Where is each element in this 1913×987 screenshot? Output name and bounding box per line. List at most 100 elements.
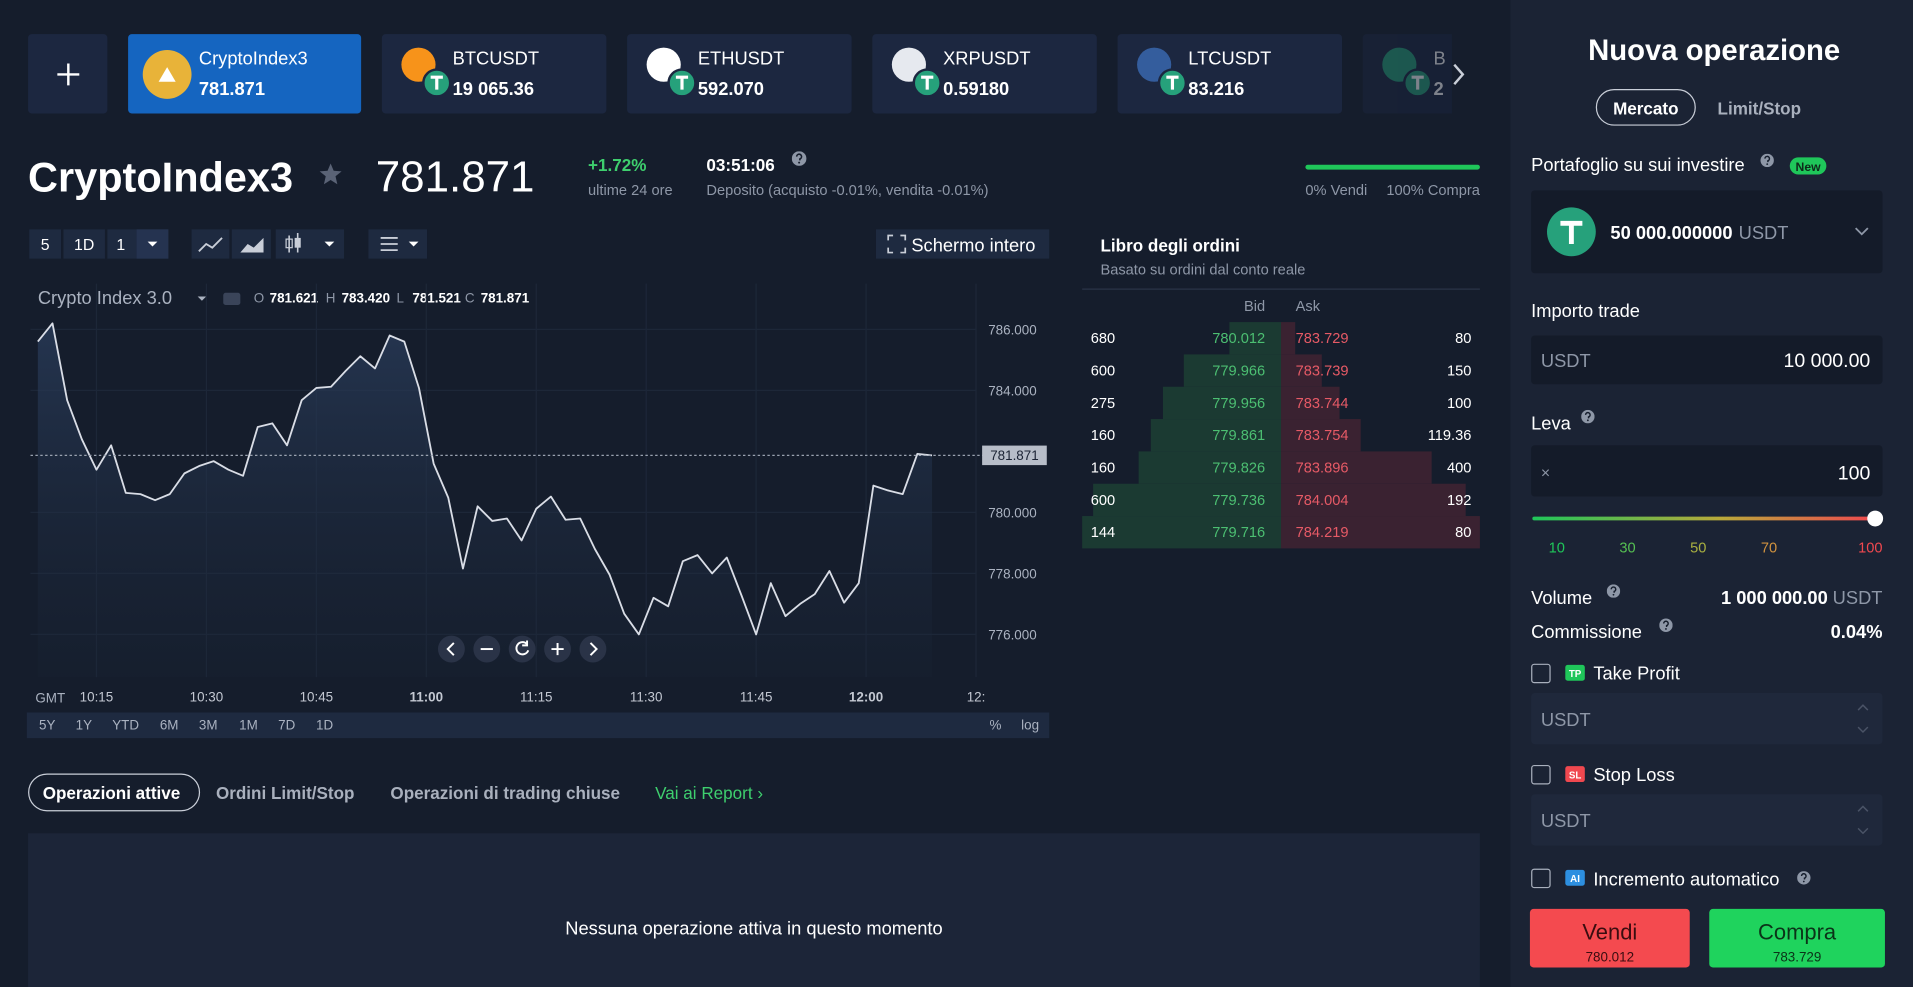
tab[interactable]: Ordini Limit/Stop [216,784,355,803]
ticker-card[interactable]: CryptoIndex3 781.871 [128,34,362,114]
volume-currency: USDT [1833,587,1883,608]
add-button[interactable] [28,34,108,114]
bid-header: Bid [1244,299,1265,315]
zoom-button[interactable] [579,635,607,663]
zoom-button[interactable] [437,635,465,663]
fullscreen-button[interactable]: Schermo intero [875,229,1050,259]
help-icon[interactable] [1581,409,1595,424]
ticker-card[interactable]: XRPUSDT 0.59180 [872,34,1097,114]
fullscreen-label: Schermo intero [911,234,1035,255]
y-tick-label: 786.000 [988,322,1036,337]
help-icon[interactable] [791,151,807,166]
range-option[interactable]: 6M [160,718,179,733]
ticker-name: BTCUSDT [453,48,539,69]
ohlc-key: H [326,291,336,306]
period: 1D [74,237,94,254]
range-option[interactable]: 1D [316,718,333,733]
mode-limit[interactable]: Limit/Stop [1718,100,1801,119]
favorite-star[interactable] [319,163,342,185]
checkbox[interactable] [1531,663,1551,684]
balance: 50 000.000000 [1610,222,1732,243]
zoom-button[interactable] [508,635,536,663]
ticker-price: 781.871 [199,78,265,99]
ticker-card[interactable]: ETHUSDT 592.070 [627,34,852,114]
period-button[interactable]: 1D [63,229,105,259]
range-option[interactable]: YTD [112,718,139,733]
sl-input[interactable]: USDT [1531,794,1883,846]
bid-depth [1162,386,1282,420]
help-icon[interactable] [1606,584,1621,598]
line-chart-button[interactable] [191,229,230,259]
ask-depth [1281,354,1322,387]
zoom-button[interactable] [473,635,501,663]
volume-label: Volume [1531,587,1592,608]
badge [1565,869,1585,886]
range-option[interactable]: 1Y [76,718,92,733]
scroll-arrow[interactable] [1453,63,1465,85]
amount-input[interactable]: USDT 10 000.00 [1531,335,1883,385]
range-option[interactable]: 7D [278,718,295,733]
zoom-button[interactable] [544,635,571,663]
icon-glyph [1166,75,1179,90]
help-icon[interactable] [1797,871,1811,885]
report-link[interactable]: Vai ai Report › [655,784,763,803]
ohlc-value: 781.621 [270,291,319,306]
tab[interactable]: Operazioni di trading chiuse [390,784,620,803]
checkbox[interactable] [1531,764,1551,785]
ticker-card[interactable]: B2 [1362,34,1587,114]
price-line [37,322,933,636]
help-icon[interactable] [1760,153,1774,168]
bid-depth [1093,483,1282,517]
tab-active[interactable]: Operazioni attive [28,773,201,812]
timer: 03:51:06 [706,156,774,175]
bid-price: 779.966 [1212,363,1265,379]
x-tick-label: 10:45 [300,690,334,705]
bid-size: 144 [1091,525,1115,541]
indicators-button[interactable] [368,229,428,259]
ask-depth [1281,451,1432,484]
bid-price: 779.716 [1212,525,1265,541]
ask-size: 100 [1447,396,1471,412]
bid-size: 600 [1091,363,1115,379]
scale-option[interactable]: log [1021,718,1039,733]
buy-button[interactable]: Compra 783.729 [1709,908,1885,968]
candle-chart-button[interactable] [275,229,345,259]
range-option[interactable]: 5Y [39,718,55,733]
leverage-slider[interactable]: 10 30 50 70 100 [1532,510,1884,557]
x-tick-label: 10:30 [190,690,224,705]
mode-market[interactable]: Mercato [1595,89,1696,126]
deposit: Deposito (acquisto -0.01%, vendita -0.01… [706,183,988,199]
sell-button[interactable]: Vendi 780.012 [1529,908,1690,968]
x-tick-label: 12:00 [849,690,883,705]
checkbox[interactable] [1531,868,1551,889]
range-option[interactable]: 3M [199,718,218,733]
bid-depth [1082,516,1282,549]
ask-price: 784.004 [1296,493,1349,509]
scale-option[interactable]: % [989,718,1001,733]
zoom-glyph [589,642,598,656]
x-tick-label: 11:15 [520,690,553,705]
portfolio-select[interactable]: 50 000.000000 USDT [1531,190,1883,274]
ticker-card[interactable]: BTCUSDT 19 065.36 [381,34,607,114]
ticker-price: 592.070 [698,78,764,99]
help-icon[interactable] [1659,618,1673,632]
icon-sub [1403,68,1433,98]
ticker-card[interactable]: LTCUSDT 83.216 [1117,34,1343,114]
interval-button[interactable]: 5 [29,229,62,259]
tp-input[interactable]: USDT [1531,692,1883,745]
zoom-bg [508,635,536,663]
ask-size: 400 [1447,460,1471,476]
ticker-strip: CryptoIndex3 781.871 BTCUSDT 19 065.36 ETHUS… [128,34,1587,114]
ticker-price: 83.216 [1188,78,1244,99]
change-label: ultime 24 ore [588,183,673,199]
count-button[interactable]: 1 [107,229,169,259]
leverage-input[interactable]: × 100 [1531,445,1883,497]
timezone: GMT [35,691,65,706]
icon [1382,47,1417,82]
y-tick-label: 780.000 [988,505,1036,520]
area-chart-button[interactable] [231,229,271,259]
ask-header: Ask [1296,299,1321,315]
range-option[interactable]: 1M [239,718,258,733]
zoom-glyph [446,642,455,656]
order-book-subtitle: Basato su ordini dal conto reale [1100,263,1305,279]
